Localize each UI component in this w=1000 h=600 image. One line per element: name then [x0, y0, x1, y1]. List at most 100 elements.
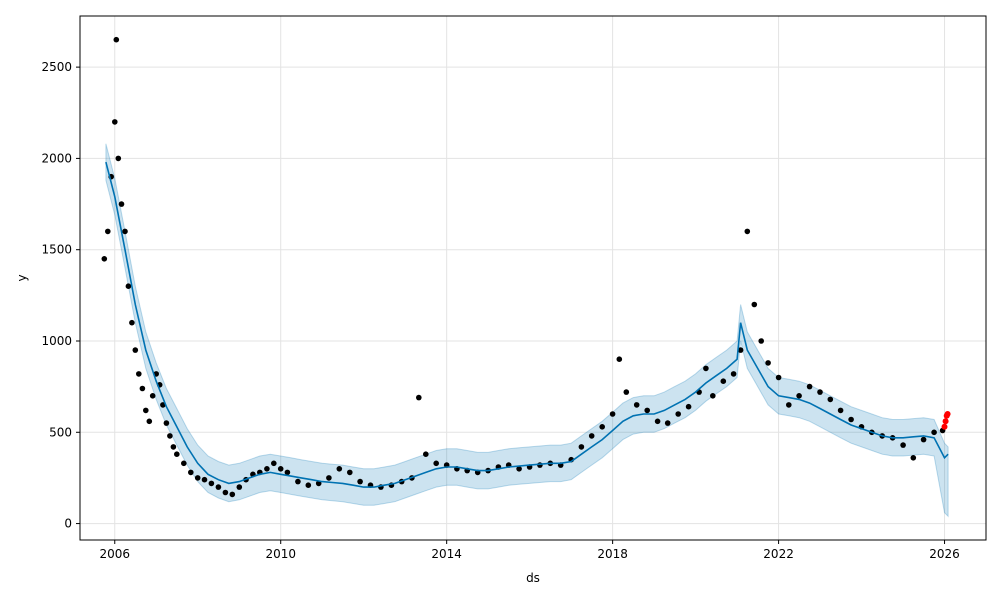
observed-point: [433, 460, 440, 467]
observed-point: [336, 466, 343, 472]
observed-point: [751, 301, 758, 308]
x-tick-label: 2014: [431, 547, 462, 561]
observed-point: [174, 451, 180, 458]
observed-point: [201, 476, 208, 483]
recent-points: [941, 411, 951, 430]
observed-point: [208, 480, 215, 487]
observed-point: [758, 338, 764, 344]
observed-point: [236, 484, 243, 490]
observed-point: [720, 378, 727, 385]
observed-point: [163, 420, 170, 426]
x-axis-ticks: 2006 2010 2014 2018 2022 2026: [99, 540, 960, 561]
observed-point: [188, 469, 194, 476]
observed-point: [170, 444, 177, 450]
observed-point: [326, 475, 332, 481]
observed-point: [920, 436, 927, 443]
observed-point: [149, 393, 156, 399]
observed-point: [136, 371, 142, 377]
observed-point: [264, 466, 270, 472]
observed-point: [271, 460, 277, 467]
observed-point: [744, 228, 751, 235]
observed-point: [616, 356, 623, 363]
observed-point: [277, 466, 284, 472]
observed-point: [664, 420, 671, 426]
observed-point: [113, 36, 120, 43]
observed-point: [139, 385, 146, 392]
observed-point: [654, 418, 661, 425]
x-tick-label: 2022: [763, 547, 794, 561]
y-tick-label: 0: [64, 517, 72, 531]
observed-point: [931, 429, 937, 436]
x-tick-label: 2026: [929, 547, 960, 561]
observed-point: [806, 383, 813, 390]
observed-point: [633, 402, 640, 408]
observed-point: [685, 403, 692, 410]
observed-point: [181, 460, 187, 467]
observed-point: [101, 255, 108, 262]
recent-point: [942, 418, 949, 425]
observed-point: [765, 360, 771, 366]
observed-point: [146, 418, 153, 425]
recent-point: [941, 423, 948, 430]
observed-point: [194, 475, 201, 481]
x-tick-label: 2010: [265, 547, 296, 561]
observed-point: [122, 228, 128, 235]
observed-point: [284, 469, 291, 476]
observed-point: [129, 319, 135, 326]
observed-point: [703, 365, 709, 372]
observed-point: [222, 489, 229, 496]
observed-point: [675, 411, 681, 417]
observed-point: [125, 283, 132, 290]
y-axis-ticks: 0 500 1000 1500 2000 2500: [41, 60, 80, 531]
observed-point: [132, 347, 139, 353]
observed-point: [112, 119, 118, 125]
observed-point: [357, 478, 363, 485]
uncertainty-band-area: [105, 143, 949, 518]
observed-point: [775, 374, 782, 381]
observed-point: [416, 394, 422, 401]
observed-point: [786, 402, 792, 408]
grid-lines: [80, 16, 986, 540]
observed-point: [599, 424, 605, 430]
observed-point: [167, 433, 173, 439]
recent-point: [944, 411, 951, 417]
y-tick-label: 1500: [41, 243, 72, 257]
observed-point: [609, 411, 616, 417]
observed-point: [215, 484, 222, 490]
observed-point: [295, 478, 301, 485]
observed-point: [900, 442, 906, 448]
plot-area-frame: [79, 15, 987, 541]
plot-area-background: [80, 16, 986, 540]
observed-point: [305, 482, 312, 489]
y-axis-label: y: [15, 274, 29, 281]
observed-point: [588, 433, 595, 439]
observed-point: [143, 407, 149, 414]
observed-point: [115, 155, 122, 162]
y-tick-label: 2500: [41, 60, 72, 74]
observed-point: [229, 491, 236, 498]
observed-point: [848, 416, 854, 423]
observed-point: [737, 347, 744, 353]
observed-point: [837, 407, 844, 414]
observed-point: [910, 455, 917, 461]
observed-point: [796, 393, 802, 399]
observed-points: [101, 36, 946, 498]
x-axis-label: ds: [526, 571, 540, 585]
observed-point: [578, 444, 585, 450]
observed-point: [516, 466, 522, 472]
x-tick-label: 2018: [597, 547, 628, 561]
observed-point: [423, 451, 429, 458]
observed-point: [827, 396, 834, 403]
y-tick-label: 2000: [41, 151, 72, 165]
y-tick-label: 500: [49, 425, 72, 439]
observed-point: [118, 201, 125, 207]
observed-point: [710, 393, 716, 399]
x-tick-label: 2006: [99, 547, 130, 561]
observed-point: [644, 407, 650, 414]
observed-point: [817, 389, 823, 395]
forecast-line-group: [105, 161, 949, 488]
forecast-line: [105, 161, 949, 488]
observed-point: [623, 389, 630, 395]
